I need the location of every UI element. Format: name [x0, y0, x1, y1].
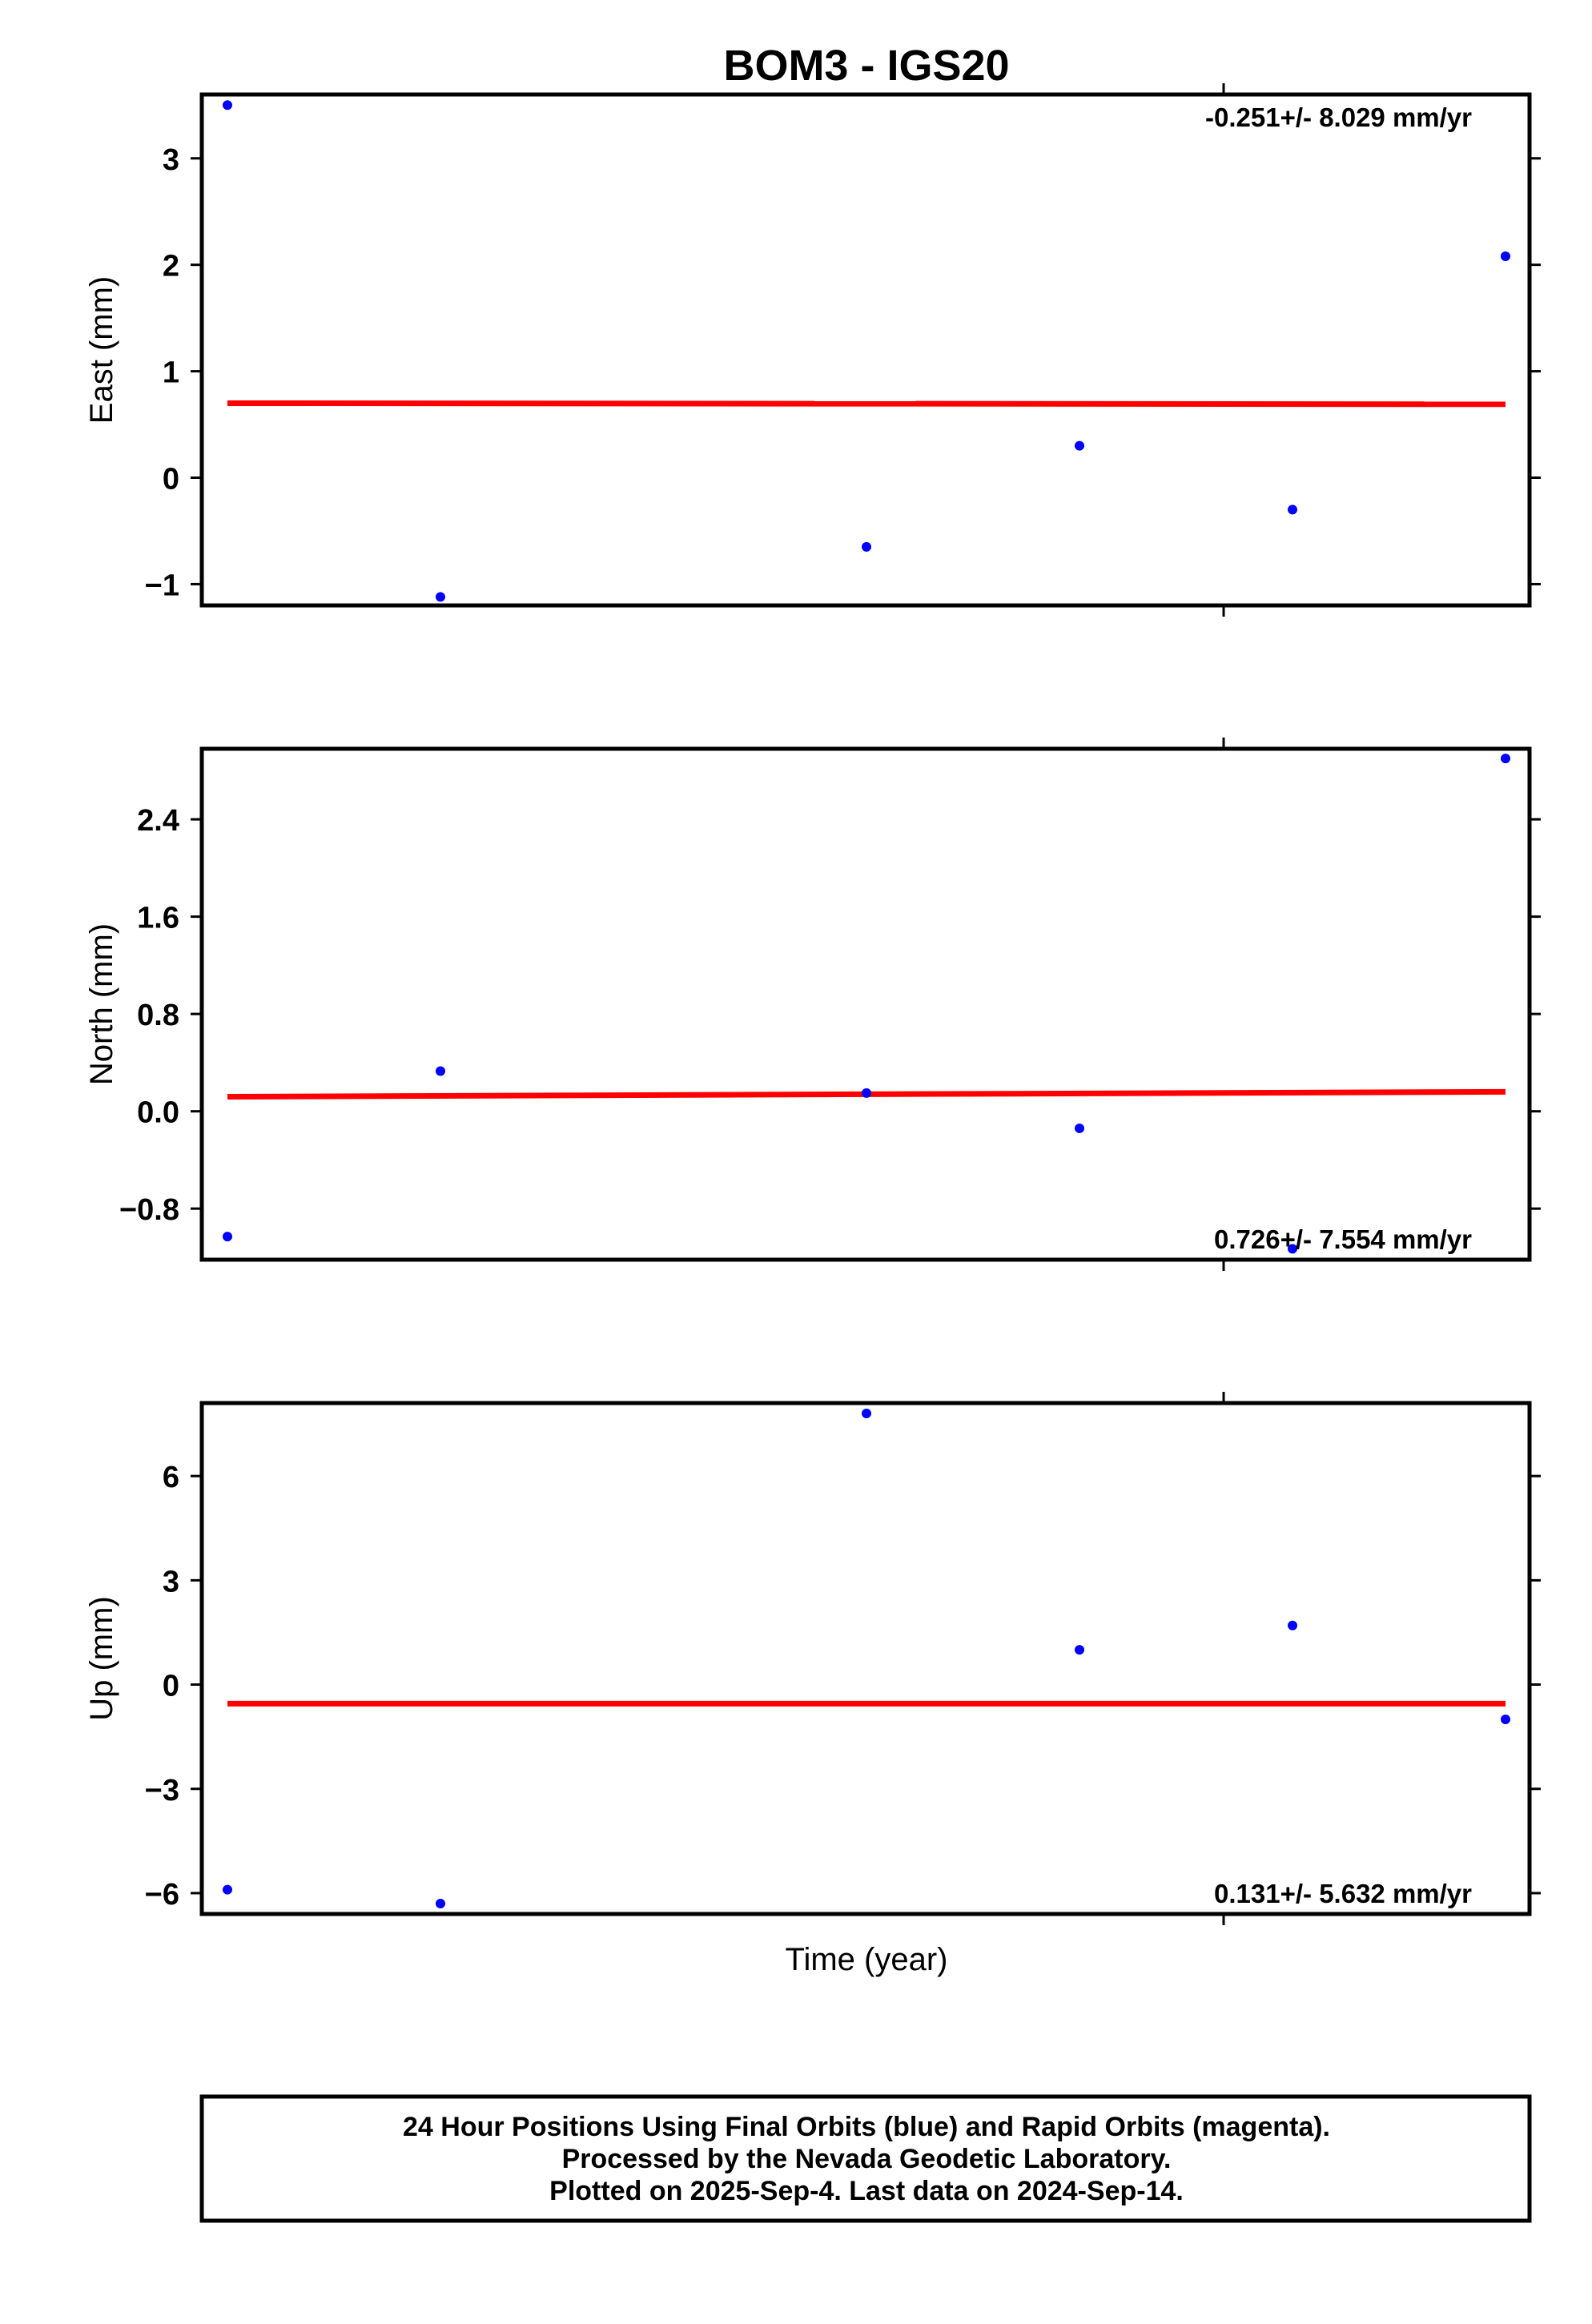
up-panel: −6 −3 0 3 6 0.131+/- 5.632 mm/yr Up (mm): [84, 1392, 1541, 1925]
up-data-point: [1288, 1620, 1297, 1630]
up-ytick-label: 6: [163, 1461, 179, 1494]
up-ytick-label: −6: [145, 1878, 179, 1912]
footer-line-3: Plotted on 2025-Sep-4. Last data on 2024…: [549, 2176, 1184, 2206]
east-panel: −1 0 1 2 3 -0.251+/- 8.029 mm/yr East (mm): [84, 83, 1541, 617]
east-data-point: [1501, 251, 1510, 262]
north-ytick-label: 0.0: [137, 1096, 179, 1130]
east-frame: [199, 92, 1532, 608]
north-ytick-label: −0.8: [119, 1193, 179, 1227]
east-ytick-label: 1: [163, 356, 179, 390]
up-rate-label: 0.131+/- 5.632 mm/yr: [1214, 1879, 1472, 1908]
up-y-axis-label: Up (mm): [84, 1596, 119, 1721]
north-y-axis-label: North (mm): [84, 923, 119, 1085]
up-data-point: [223, 1884, 232, 1895]
up-data-point: [1501, 1714, 1510, 1724]
footer-line-2: Processed by the Nevada Geodetic Laborat…: [562, 2144, 1172, 2174]
east-data-point: [436, 592, 445, 602]
up-ytick-label: 3: [163, 1565, 179, 1598]
north-ytick-label: 1.6: [137, 902, 179, 935]
east-data-point: [223, 100, 232, 111]
up-data-point: [436, 1898, 445, 1908]
north-data-point: [436, 1066, 445, 1076]
footer-line-1: 24 Hour Positions Using Final Orbits (bl…: [403, 2112, 1330, 2142]
east-rate-label: -0.251+/- 8.029 mm/yr: [1205, 103, 1472, 132]
north-data-point: [1501, 754, 1510, 764]
north-data-point: [1075, 1123, 1084, 1133]
up-ytick-label: −3: [145, 1774, 179, 1807]
up-data-point: [862, 1409, 871, 1419]
east-ytick-label: −1: [145, 569, 179, 602]
footer-box: [199, 2094, 1532, 2223]
east-ytick-label: 2: [163, 250, 179, 283]
east-data-point: [1288, 505, 1297, 515]
up-frame: [199, 1401, 1532, 1916]
north-ytick-label: 0.8: [137, 999, 179, 1032]
north-panel: −0.8 0.0 0.8 1.6 2.4 0.726+/- 7.554 mm/yr Nort…: [84, 738, 1541, 1271]
x-axis-label: Time (year): [786, 1942, 948, 1977]
north-data-point: [1288, 1244, 1297, 1254]
north-frame: [199, 746, 1532, 1262]
north-data-point: [223, 1232, 232, 1242]
east-data-point: [1075, 440, 1084, 451]
north-rate-label: 0.726+/- 7.554 mm/yr: [1214, 1224, 1472, 1254]
east-data-point: [862, 541, 871, 552]
north-ytick-label: 2.4: [137, 804, 179, 838]
east-trend-line: [227, 400, 1506, 408]
up-data-point: [1075, 1645, 1084, 1655]
north-data-point: [862, 1088, 871, 1098]
east-ytick-label: 3: [163, 143, 179, 177]
chart-title: BOM3 - IGS20: [723, 42, 1009, 90]
east-ytick-label: 0: [163, 463, 179, 497]
up-ytick-label: 0: [163, 1670, 179, 1703]
east-y-axis-label: East (mm): [84, 276, 119, 424]
